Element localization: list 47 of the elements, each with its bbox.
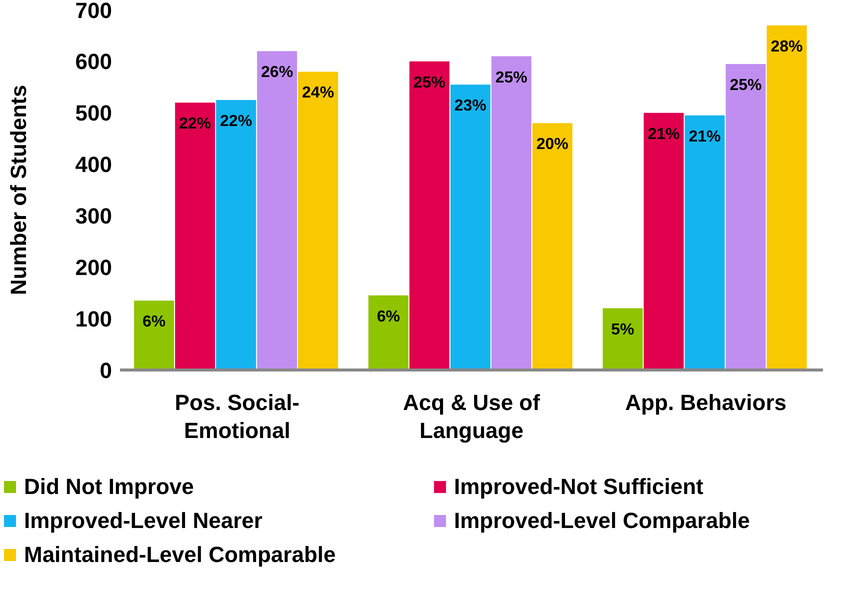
y-tick-label: 100 [75, 306, 112, 332]
bar [726, 64, 766, 370]
legend-label: Did Not Improve [24, 474, 194, 500]
bar [644, 112, 684, 370]
annotation: 6% [376, 308, 400, 326]
y-tick-label: 600 [75, 49, 112, 74]
annotation: 22% [220, 113, 252, 130]
y-tick-label: 0 [100, 358, 112, 383]
bar [298, 72, 338, 370]
bar [450, 84, 490, 370]
legend-label: Improved-Not Sufficient [454, 474, 704, 500]
annotation: 22% [179, 116, 212, 133]
bar [532, 123, 572, 370]
legend-label: Improved-Level Comparable [454, 508, 750, 534]
bar [684, 115, 725, 370]
y-tick-label: 200 [75, 254, 112, 280]
bar [134, 300, 174, 370]
annotation: 21% [648, 126, 680, 143]
bar [216, 100, 256, 370]
y-tick-label: 400 [75, 152, 112, 178]
legend-label: Maintained-Level Comparable [24, 542, 336, 568]
legend-label: Improved-Level Nearer [24, 508, 262, 534]
annotation: 23% [454, 98, 486, 115]
annotation: 25% [730, 77, 762, 94]
bar [766, 25, 807, 370]
annotation: 20% [536, 136, 568, 154]
annotation: 28% [770, 38, 803, 56]
y-tick-label: 500 [75, 100, 112, 126]
annotation: 21% [688, 128, 721, 146]
y-axis-title: Number of Students [6, 84, 31, 296]
annotation: 5% [611, 321, 634, 338]
annotation: 26% [261, 64, 294, 82]
x-tick-label: Pos. Social-Emotional [174, 390, 300, 443]
y-tick-label: 300 [75, 204, 112, 229]
annotation: 24% [302, 84, 334, 102]
bar [175, 102, 216, 370]
annotation: 25% [413, 74, 446, 92]
x-tick-label: Acq & Use of Language [403, 390, 541, 443]
bar [368, 295, 408, 370]
annotation: 6% [142, 314, 166, 331]
bar [257, 51, 298, 370]
bar [491, 56, 532, 370]
annotation: 25% [495, 69, 528, 86]
bar [602, 308, 643, 370]
y-tick-label: 700 [75, 0, 112, 23]
x-tick-label: App. Behaviors [625, 390, 787, 415]
bar [409, 61, 450, 370]
